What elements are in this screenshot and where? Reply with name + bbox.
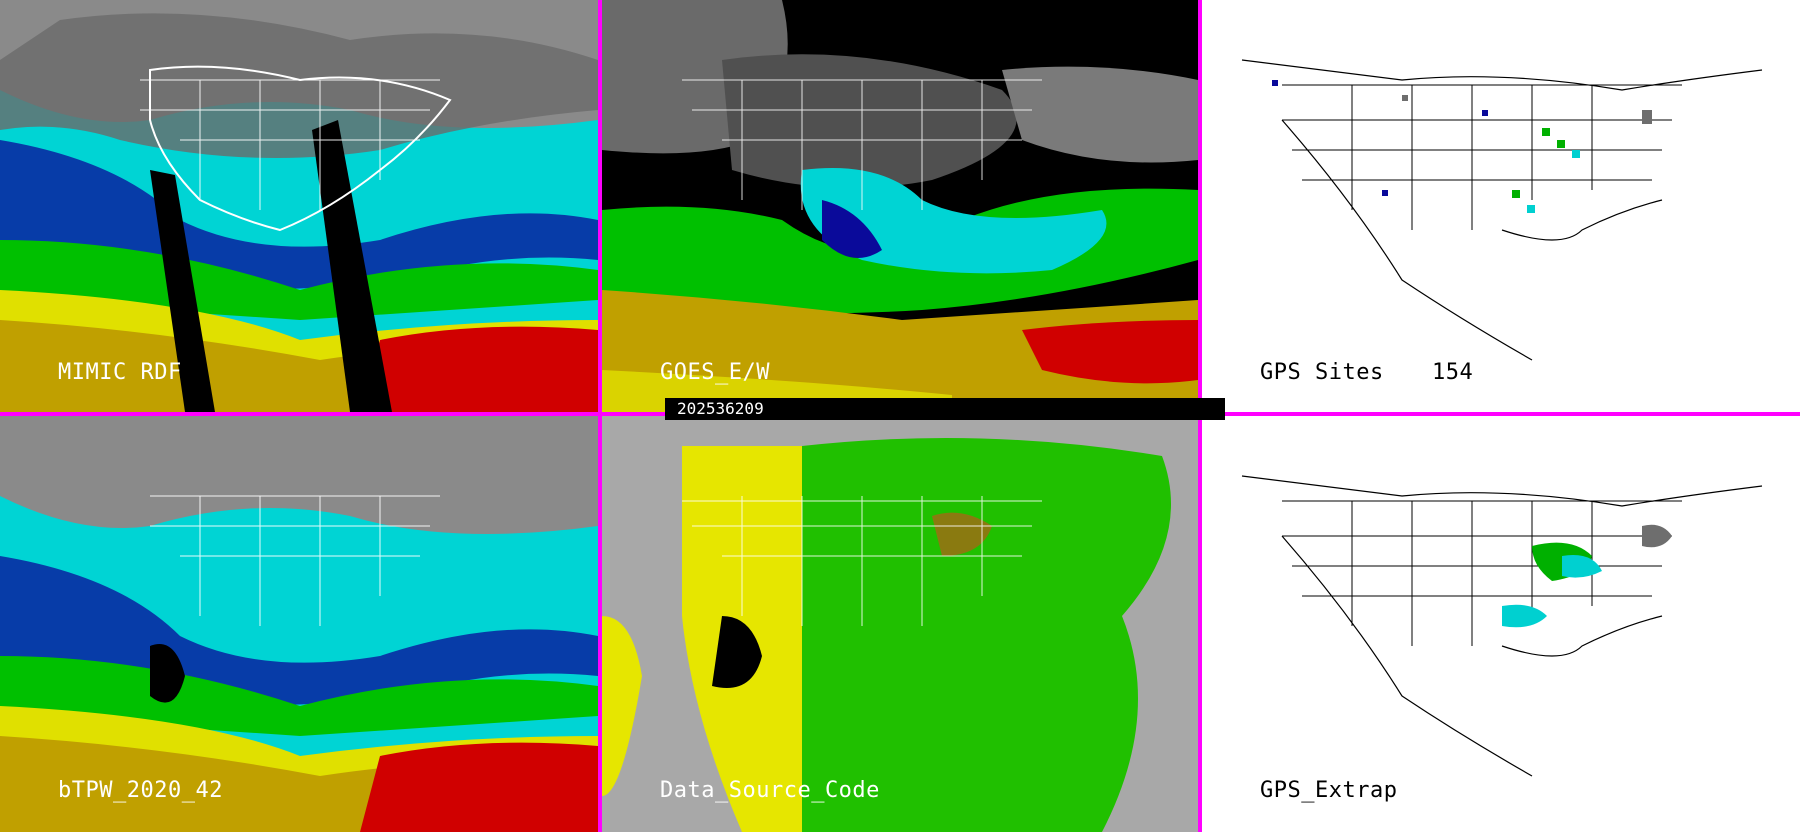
panel-gps-sites: GPS Sites 154	[1202, 0, 1800, 412]
panel-data-source-code: Data_Source_Code	[602, 416, 1198, 832]
gps-extrap-map	[1202, 416, 1800, 832]
mimic-map	[0, 0, 598, 412]
panel-btpw: bTPW_2020_42	[0, 416, 598, 832]
panel-label-gps-extrap: GPS_Extrap	[1260, 778, 1398, 803]
panel-gps-extrap: GPS_Extrap	[1202, 416, 1800, 832]
panel-label-mimic: MIMIC RDF	[58, 360, 182, 385]
goes-map	[602, 0, 1198, 412]
data-source-map	[602, 416, 1198, 832]
panel-label-gps-sites: GPS Sites	[1260, 360, 1384, 385]
btpw-map	[0, 416, 598, 832]
panel-label-btpw: bTPW_2020_42	[58, 778, 223, 803]
panel-goes-ew: GOES_E/W	[602, 0, 1198, 412]
gps-sites-count: 154	[1432, 360, 1474, 385]
timestamp-bar: 202536209	[665, 398, 1225, 420]
panel-label-data-source: Data_Source_Code	[660, 778, 880, 803]
gps-sites-map	[1202, 0, 1800, 412]
panel-label-goes: GOES_E/W	[660, 360, 770, 385]
panel-mimic-rdf: MIMIC RDF	[0, 0, 598, 412]
separator-vertical-left	[598, 0, 602, 832]
